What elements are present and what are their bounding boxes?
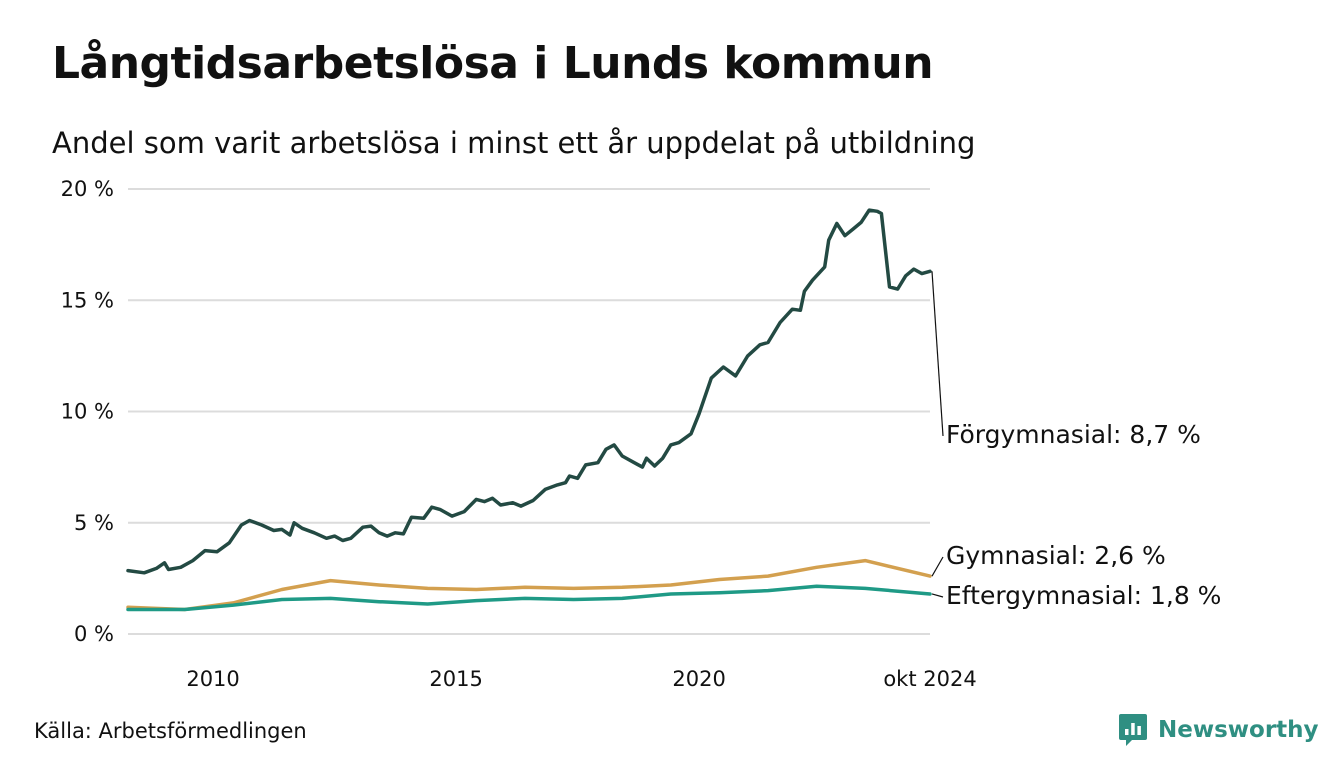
series-label-eftergymnasial: Eftergymnasial: 1,8 % xyxy=(946,581,1221,610)
series-label-gymnasial: Gymnasial: 2,6 % xyxy=(946,541,1166,570)
series-line-förgymnasial xyxy=(126,208,932,575)
line-chart: 0 %5 %10 %15 %20 % 2010 2015 2020 okt 2024 … xyxy=(61,177,1222,691)
source-note: Källa: Arbetsförmedlingen xyxy=(34,719,307,743)
series-label-leader xyxy=(931,593,944,598)
series-line-eftergymnasial xyxy=(126,584,932,612)
y-tick-label: 0 % xyxy=(74,622,114,646)
x-tick-label: 2010 xyxy=(186,667,239,691)
y-axis-labels: 0 % 5 % 10 % 15 % 20 % xyxy=(61,177,114,646)
series-label-leader xyxy=(931,556,944,577)
series-labels: Förgymnasial: 8,7 % Gymnasial: 2,6 % Efter… xyxy=(931,271,1221,610)
newsworthy-logo-icon xyxy=(1119,714,1147,746)
chart-title: Långtidsarbetslösa i Lunds kommun xyxy=(52,38,934,89)
brand-name: Newsworthy xyxy=(1158,717,1319,743)
gridlines xyxy=(128,188,930,635)
series-lines xyxy=(126,208,932,612)
brand-logo: Newsworthy xyxy=(1118,712,1319,748)
y-tick-label: 10 % xyxy=(61,400,114,424)
series-label-förgymnasial: Förgymnasial: 8,7 % xyxy=(946,420,1201,449)
y-tick-label: 15 % xyxy=(61,288,114,312)
series-line-gymnasial xyxy=(126,558,932,612)
x-tick-label: okt 2024 xyxy=(883,667,976,691)
y-tick-label: 20 % xyxy=(61,177,114,201)
chart-subtitle: Andel som varit arbetslösa i minst ett å… xyxy=(52,126,976,160)
x-axis-labels: 2010 2015 2020 okt 2024 xyxy=(186,667,976,691)
series-label-leader xyxy=(931,271,944,437)
x-tick-label: 2015 xyxy=(429,667,482,691)
x-tick-label: 2020 xyxy=(672,667,725,691)
y-tick-label: 5 % xyxy=(74,511,114,535)
